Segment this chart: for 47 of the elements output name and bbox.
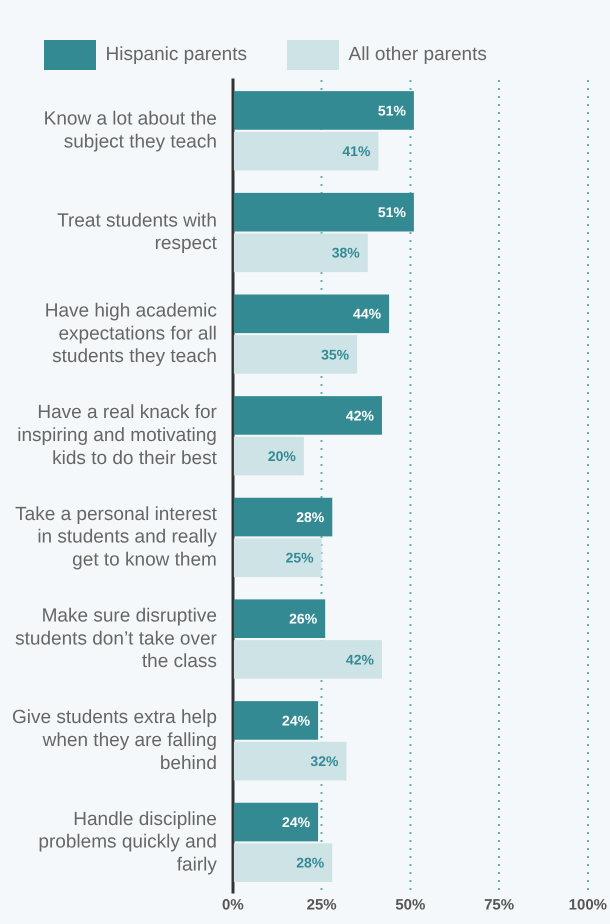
bar (234, 192, 414, 232)
data-label: 41% (342, 143, 371, 160)
data-label: 25% (286, 550, 314, 566)
bar (234, 396, 382, 435)
data-label: 42% (346, 651, 374, 668)
bar (234, 335, 358, 374)
data-label: 26% (289, 610, 318, 627)
bar (234, 132, 378, 170)
legend-label: Hispanic parents (106, 44, 248, 66)
y-tick-label: Take a personal interest in students and really get to know them (15, 504, 218, 570)
bar (234, 843, 332, 882)
x-tick-label: 75% (484, 896, 514, 914)
data-label: 51% (378, 102, 406, 118)
y-tick-label: Give students extra help when they are falling behind (12, 707, 217, 774)
data-label: 28% (296, 508, 325, 525)
bar (234, 436, 304, 476)
y-tick-label: Have high academic expectations for all students they teach (44, 300, 217, 368)
data-label: 32% (310, 752, 340, 769)
y-tick-label: Treat students with respect (57, 210, 218, 254)
bar (234, 233, 368, 272)
y-tick-label: Make sure disruptive students don’t take over the class (15, 606, 218, 672)
data-label: 35% (321, 346, 350, 362)
y-tick-label: Have a real knack for inspiring and motivating kids to do their best (17, 402, 218, 469)
data-label: 44% (353, 306, 382, 322)
x-tick-label: 100% (568, 896, 608, 914)
bar (234, 701, 318, 740)
data-label: 24% (282, 814, 311, 830)
y-tick-label: Know a lot about the subject they teach (44, 108, 217, 152)
legend-label: All other parents (348, 44, 487, 66)
bar (234, 640, 382, 679)
y-tick-label: Handle discipline problems quickly and fairly (38, 808, 218, 876)
bar (234, 538, 322, 578)
data-label: 20% (268, 448, 296, 464)
bar (234, 802, 318, 842)
bar (234, 599, 326, 638)
data-label: 28% (296, 854, 325, 871)
bar (234, 294, 390, 334)
x-tick-label: 50% (395, 896, 426, 914)
data-label: 51% (378, 204, 406, 220)
data-label: 38% (332, 244, 360, 261)
bar (234, 91, 414, 130)
data-label: 24% (282, 712, 311, 728)
bar (234, 742, 346, 780)
x-tick-label: 0% (222, 896, 244, 914)
data-label: 42% (346, 407, 374, 424)
bar (234, 498, 332, 536)
x-tick-label: 25% (306, 896, 337, 914)
